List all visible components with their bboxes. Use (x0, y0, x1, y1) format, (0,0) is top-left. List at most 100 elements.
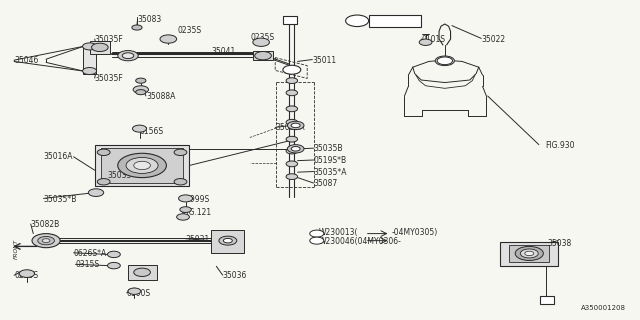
Circle shape (32, 234, 60, 248)
Circle shape (108, 262, 120, 269)
Text: 0626S*A: 0626S*A (74, 249, 107, 258)
Circle shape (19, 270, 35, 277)
Text: 0235S: 0235S (14, 271, 38, 280)
Text: 35082B: 35082B (31, 220, 60, 229)
Circle shape (180, 207, 191, 212)
Text: 35035*B: 35035*B (44, 195, 77, 204)
Circle shape (133, 86, 148, 93)
Text: 35035F: 35035F (95, 35, 124, 44)
Circle shape (346, 15, 369, 27)
Circle shape (525, 251, 534, 256)
Circle shape (286, 78, 298, 84)
Text: 35035F: 35035F (95, 74, 124, 83)
Circle shape (177, 214, 189, 220)
Text: 35083: 35083 (138, 15, 162, 24)
Bar (500, 242, 558, 266)
Circle shape (42, 239, 50, 243)
Circle shape (286, 148, 298, 154)
Circle shape (108, 251, 120, 258)
Circle shape (122, 53, 134, 59)
Text: A: A (287, 17, 292, 23)
Text: 35031: 35031 (186, 235, 210, 244)
Text: W230013(: W230013( (319, 228, 358, 236)
Text: 35033: 35033 (108, 171, 132, 180)
Text: FIG.930: FIG.930 (545, 141, 575, 150)
Bar (253, 51, 273, 60)
Circle shape (255, 52, 271, 60)
Text: 0999S: 0999S (186, 196, 210, 204)
Circle shape (134, 161, 150, 170)
Circle shape (136, 90, 146, 95)
Circle shape (286, 119, 298, 125)
Circle shape (92, 43, 108, 52)
Text: 35035B: 35035B (314, 144, 343, 153)
Circle shape (286, 161, 298, 167)
Bar (90, 41, 110, 54)
Circle shape (97, 149, 110, 156)
Text: 1: 1 (290, 67, 294, 72)
Circle shape (439, 58, 451, 64)
Circle shape (174, 179, 187, 185)
Bar (369, 15, 421, 27)
Circle shape (253, 38, 269, 46)
Circle shape (38, 236, 54, 245)
Circle shape (283, 65, 301, 74)
Text: 35088A: 35088A (146, 92, 175, 101)
Text: 0100S: 0100S (127, 289, 151, 298)
Text: A: A (543, 297, 548, 303)
Circle shape (419, 39, 432, 45)
Circle shape (291, 147, 300, 151)
Bar (128, 265, 157, 280)
Circle shape (286, 106, 298, 112)
Text: 35044: 35044 (383, 16, 407, 25)
Circle shape (132, 25, 142, 30)
Text: 35046: 35046 (14, 56, 38, 65)
Circle shape (310, 237, 324, 244)
Circle shape (83, 68, 97, 75)
Text: -04MY0305): -04MY0305) (392, 228, 438, 236)
Circle shape (435, 56, 454, 66)
Text: 35035A: 35035A (275, 124, 305, 132)
Circle shape (118, 153, 166, 178)
Circle shape (287, 121, 304, 130)
Circle shape (97, 179, 110, 185)
Bar (211, 230, 244, 253)
Bar (95, 145, 189, 186)
Text: 35036: 35036 (223, 271, 247, 280)
Text: 35016A: 35016A (44, 152, 73, 161)
Circle shape (88, 189, 104, 196)
Circle shape (437, 57, 452, 65)
Text: FRONT: FRONT (13, 239, 19, 259)
Circle shape (118, 51, 138, 61)
Circle shape (126, 157, 158, 173)
Circle shape (310, 230, 324, 237)
Circle shape (128, 288, 141, 294)
Bar (83, 45, 96, 74)
Circle shape (160, 35, 177, 43)
Circle shape (286, 136, 298, 142)
Text: 0156S: 0156S (140, 127, 164, 136)
Circle shape (83, 43, 97, 50)
Text: W230046(04MY0306-: W230046(04MY0306- (319, 237, 401, 246)
Bar (509, 245, 549, 262)
Text: FIG.121: FIG.121 (182, 208, 212, 217)
Text: 0315S: 0315S (76, 260, 100, 269)
Circle shape (179, 195, 193, 202)
Circle shape (134, 268, 150, 276)
Text: 0101S: 0101S (421, 36, 445, 44)
Text: 35011: 35011 (312, 56, 337, 65)
Circle shape (136, 78, 146, 83)
Circle shape (223, 238, 232, 243)
Circle shape (515, 246, 543, 260)
Text: 35022: 35022 (481, 35, 506, 44)
Circle shape (286, 90, 298, 96)
Text: 35035*A: 35035*A (314, 168, 347, 177)
Text: A350001208: A350001208 (581, 305, 626, 311)
Bar (101, 148, 183, 183)
Text: 35038: 35038 (547, 239, 572, 248)
Circle shape (287, 145, 304, 153)
Text: 0519S*B: 0519S*B (314, 156, 347, 165)
Text: 35087: 35087 (314, 180, 338, 188)
Text: 0235S: 0235S (178, 26, 202, 35)
Bar (540, 296, 554, 304)
